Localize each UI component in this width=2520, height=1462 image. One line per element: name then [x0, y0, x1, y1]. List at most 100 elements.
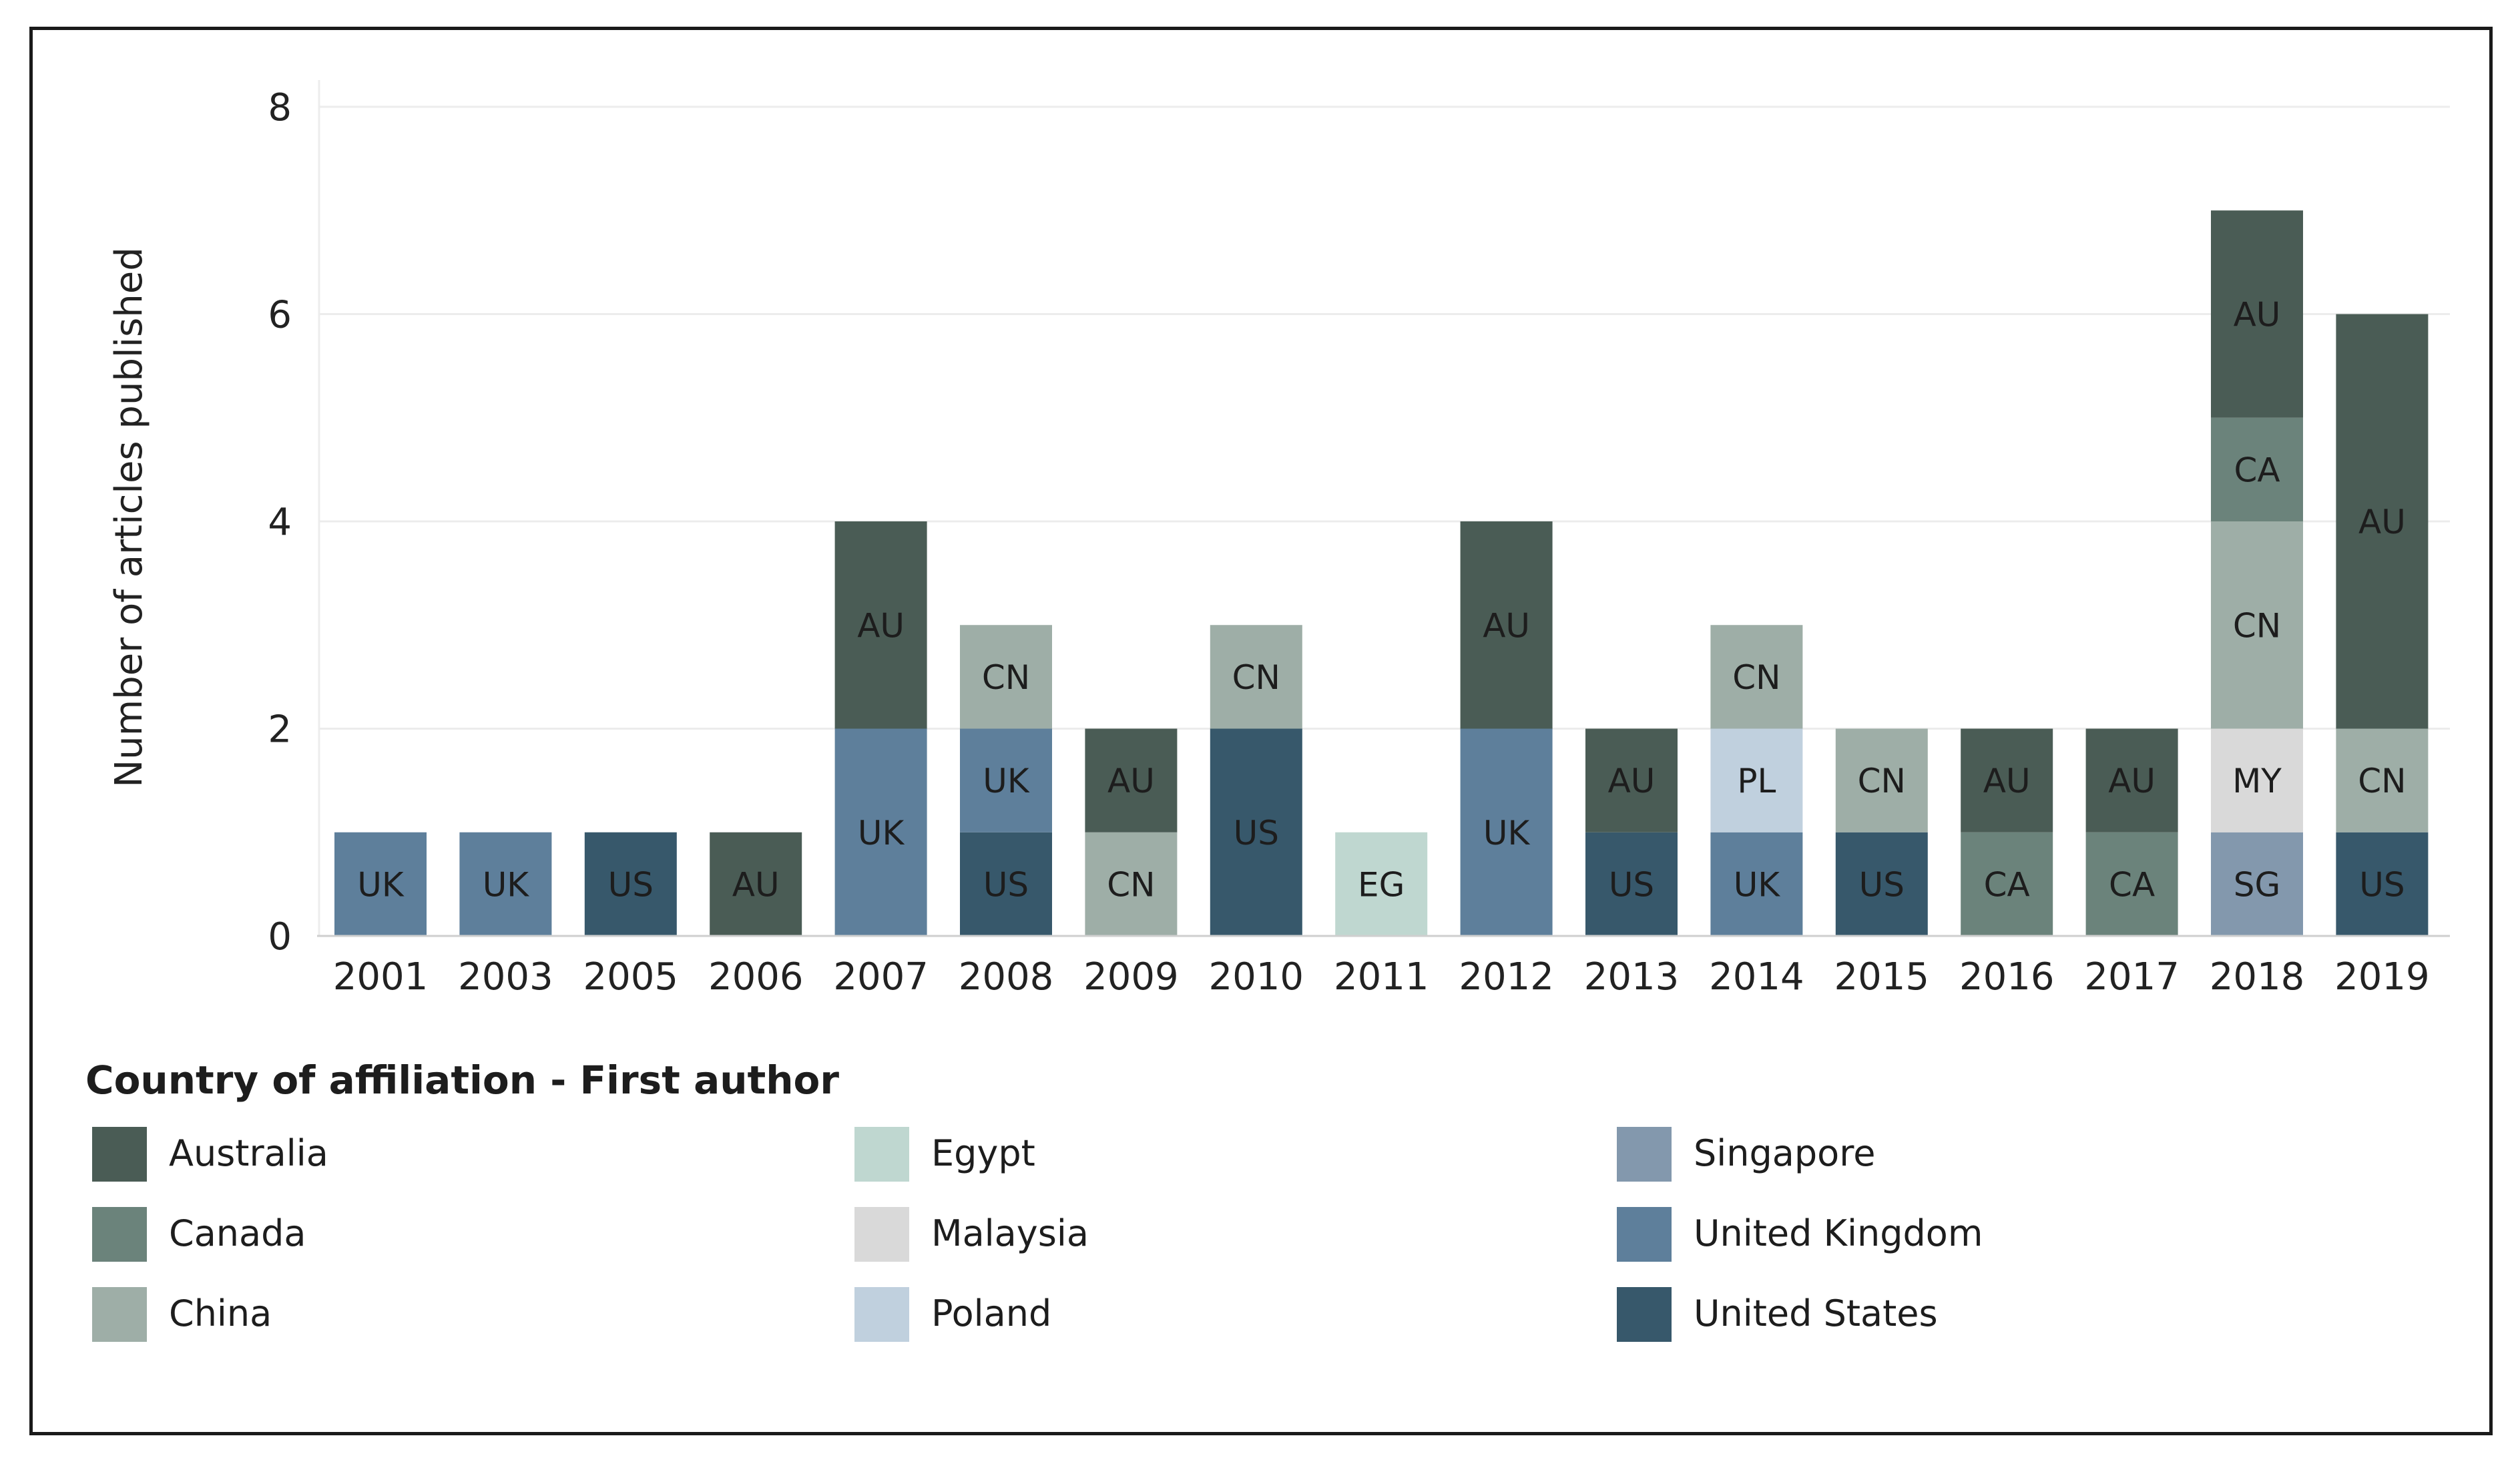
bar-2006: AU — [710, 832, 802, 936]
segment-label: CA — [2109, 865, 2155, 904]
bar-segment-2019-AU — [2336, 314, 2429, 729]
x-tick-label: 2006 — [708, 955, 804, 999]
legend-label: Malaysia — [931, 1212, 1089, 1254]
bar-2009: CN AU — [1085, 728, 1178, 936]
x-tick-label: 2014 — [1709, 955, 1804, 999]
bar-segment-2019-CN — [2336, 728, 2429, 832]
bar-segment-2007-UK — [834, 728, 927, 936]
x-tick-label: 2017 — [2084, 955, 2180, 999]
bar-2013: US AU — [1585, 728, 1678, 936]
bar-segment-2015-CN — [1835, 728, 1928, 832]
segment-label: CN — [1107, 865, 1155, 904]
bar-segment-2010-US — [1210, 728, 1302, 936]
bar-segment-2009-CN — [1085, 832, 1178, 936]
segment-label: PL — [1737, 762, 1776, 800]
bar-2018: SG MY CN CA AU — [2211, 210, 2303, 936]
segment-label: CA — [2234, 451, 2280, 489]
bar-2011: EG — [1335, 832, 1428, 936]
legend-item-canada: Canada — [92, 1207, 306, 1262]
segment-label: US — [1859, 865, 1905, 904]
legend-swatch — [854, 1127, 909, 1182]
bar-segment-2019-US — [2336, 832, 2429, 936]
segment-label: AU — [1608, 762, 1656, 800]
bars: UK UK US AU UK AU US UK CN CN AU US CN EG UK AU US AU UK PL… — [334, 210, 2429, 936]
segment-label: US — [2359, 865, 2405, 904]
bar-2003: UK — [459, 832, 552, 936]
segment-label: AU — [732, 865, 780, 904]
bar-segment-2018-AU — [2211, 210, 2303, 418]
bar-segment-2011-EG — [1335, 832, 1428, 936]
bar-segment-2014-CN — [1710, 625, 1803, 729]
legend-label: Poland — [931, 1292, 1051, 1334]
x-tick-label: 2009 — [1083, 955, 1179, 999]
segment-label: CN — [1732, 658, 1780, 697]
bar-segment-2008-UK — [960, 728, 1052, 832]
bar-2015: US CN — [1835, 728, 1928, 936]
x-tick-label: 2010 — [1209, 955, 1304, 999]
legend-item-singapore: Singapore — [1617, 1127, 1875, 1182]
x-tick-label: 2016 — [1959, 955, 2055, 999]
legend-swatch — [854, 1287, 909, 1342]
legend-swatch — [1617, 1287, 1672, 1342]
bar-segment-2005-US — [584, 832, 677, 936]
legend-item-australia: Australia — [92, 1127, 328, 1182]
bar-segment-2014-UK — [1710, 832, 1803, 936]
segment-label: AU — [2234, 296, 2281, 334]
segment-label: UK — [357, 865, 405, 904]
legend: Australia Canada China Egypt Malaysia Poland S… — [92, 1127, 1983, 1342]
bar-segment-2013-US — [1585, 832, 1678, 936]
segment-label: UK — [1734, 865, 1781, 904]
segment-label: CN — [2358, 762, 2406, 800]
x-tick-label: 2007 — [833, 955, 929, 999]
x-axis-ticks: 2001 2003 2005 2006 2007 2008 2009 2010 2011 2012… — [333, 955, 2430, 999]
x-tick-label: 2003 — [458, 955, 553, 999]
legend-swatch — [1617, 1207, 1672, 1262]
bar-2014: UK PL CN — [1710, 625, 1803, 936]
x-tick-label: 2015 — [1834, 955, 1930, 999]
legend-swatch — [92, 1207, 147, 1262]
x-tick-label: 2012 — [1459, 955, 1554, 999]
bar-segment-2018-CA — [2211, 417, 2303, 521]
y-axis-ticks: 0 2 4 6 8 — [268, 86, 292, 959]
bar-2017: CA AU — [2085, 728, 2178, 936]
x-tick-label: 2005 — [583, 955, 679, 999]
bar-segment-2007-AU — [834, 521, 927, 729]
segment-label: AU — [857, 606, 905, 645]
chart-frame — [29, 27, 2493, 1435]
bar-segment-2018-SG — [2211, 832, 2303, 936]
bar-segment-2013-AU — [1585, 728, 1678, 832]
legend-label: Australia — [169, 1132, 328, 1174]
segment-label: EG — [1358, 865, 1405, 904]
bar-segment-2016-AU — [1961, 728, 2053, 832]
y-tick-label: 0 — [268, 915, 292, 959]
y-tick-label: 2 — [268, 708, 292, 752]
legend-label: Singapore — [1694, 1132, 1875, 1174]
segment-label: CN — [982, 658, 1030, 697]
legend-swatch — [1617, 1127, 1672, 1182]
bar-2005: US — [584, 832, 677, 936]
bar-segment-2003-UK — [459, 832, 552, 936]
legend-swatch — [92, 1287, 147, 1342]
legend-label: United States — [1694, 1292, 1938, 1334]
bar-segment-2018-MY — [2211, 728, 2303, 832]
segment-label: US — [1234, 814, 1279, 852]
legend-title: Country of affiliation - First author — [85, 1057, 839, 1103]
bar-2012: UK AU — [1460, 521, 1553, 936]
segment-label: US — [983, 865, 1029, 904]
segment-label: CN — [2233, 606, 2281, 645]
x-tick-label: 2001 — [333, 955, 429, 999]
segment-label: AU — [2358, 503, 2406, 541]
x-tick-label: 2008 — [959, 955, 1054, 999]
segment-label: SG — [2234, 865, 2280, 904]
legend-item-united-states: United States — [1617, 1287, 1938, 1342]
legend-item-poland: Poland — [854, 1287, 1051, 1342]
y-axis-title: Number of articles published — [107, 247, 151, 788]
legend-item-egypt: Egypt — [854, 1127, 1035, 1182]
segment-label: CN — [1232, 658, 1280, 697]
bar-segment-2016-CA — [1961, 832, 2053, 936]
bar-segment-2012-AU — [1460, 521, 1553, 729]
legend-label: China — [169, 1292, 272, 1334]
bar-segment-2015-US — [1835, 832, 1928, 936]
segment-label: CN — [1858, 762, 1906, 800]
